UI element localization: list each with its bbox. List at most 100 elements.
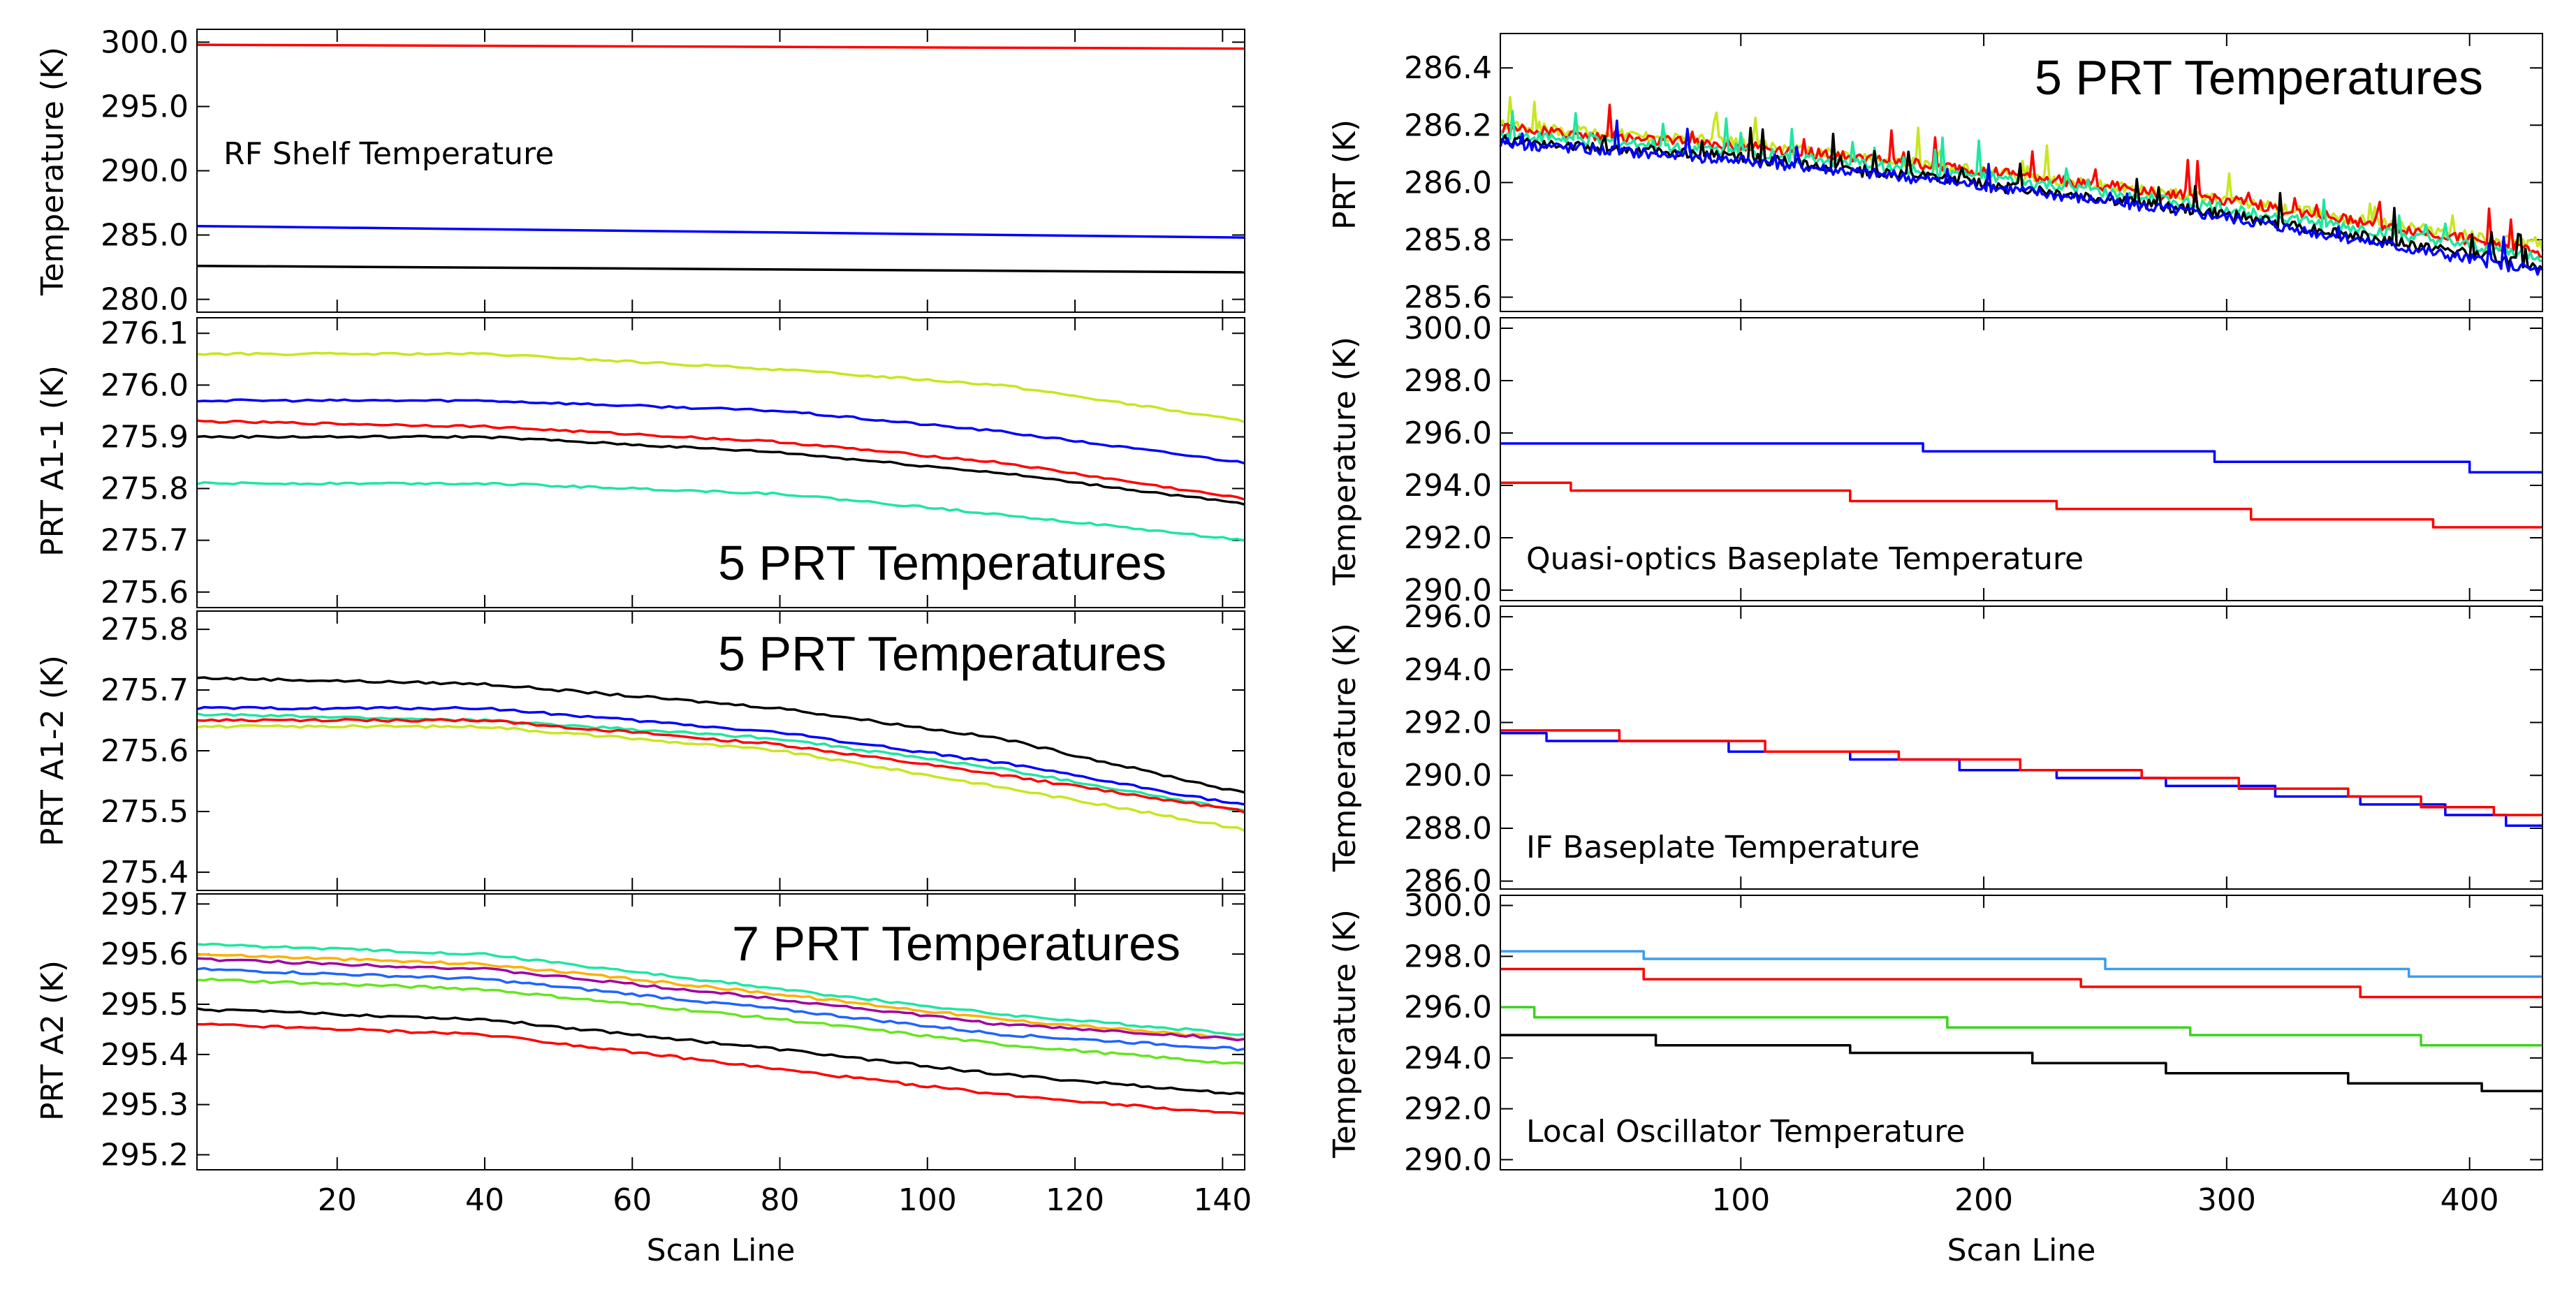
panel-quasi-optics-series	[1500, 442, 2542, 529]
panel-prt-a1-1-frame	[196, 317, 1245, 608]
series-line-black	[1500, 126, 2544, 272]
series-line-red	[196, 419, 1245, 501]
series-line-black	[196, 676, 1245, 794]
panel-local-oscillator-yticks: 300.0 298.0 296.0 294.0 292.0 290.0	[1404, 888, 2542, 1177]
panel-prt-a1-1-series	[196, 351, 1245, 542]
ytick-label: 286.0	[1404, 165, 1492, 200]
ytick-label: 292.0	[1404, 1092, 1492, 1127]
series-line-red	[196, 718, 1245, 814]
ytick-label: 298.0	[1404, 939, 1492, 974]
panel-prt-a1-1-yticks: 276.1 276.0 275.9 275.8 275.7 275.6	[101, 316, 1245, 610]
series-line-yellow-green	[196, 351, 1245, 424]
xtick-label: 200	[1954, 1182, 2013, 1218]
series-line-red	[1500, 729, 2542, 816]
panel-prt-a1-2-yticks: 275.8 275.7 275.6 275.5 275.4	[101, 612, 1245, 890]
xtick-label: 400	[2440, 1182, 2499, 1218]
panel-prt-a1-1-xticks	[336, 318, 1224, 608]
series-line-aquamarine	[196, 712, 1245, 812]
panel-if-baseplate-title: IF Baseplate Temperature	[1526, 830, 1920, 865]
xtick-label: 80	[761, 1182, 800, 1218]
ytick-label: 275.8	[101, 471, 189, 507]
panel-quasi-optics-frame	[1500, 317, 2543, 601]
series-line-green	[196, 977, 1245, 1065]
panel-prt-right-frame	[1500, 33, 2543, 312]
series-line-black	[1500, 1034, 2542, 1092]
series-line-blue	[196, 967, 1245, 1052]
ytick-label: 295.6	[101, 937, 189, 972]
series-line-red	[1500, 967, 2542, 999]
panel-prt-a2: PRT A2 (K) 295.7295.6295.5295.4295.3295.…	[35, 886, 1252, 1268]
panel-quasi-optics-ylabel: Temperature (K)	[1327, 337, 1363, 586]
series-line-black	[196, 264, 1245, 274]
ytick-label: 295.4	[101, 1037, 189, 1073]
xtick-label: 100	[898, 1182, 957, 1218]
ytick-label: 294.0	[1404, 652, 1492, 688]
ytick-label: 275.7	[101, 673, 189, 708]
series-line-blue	[1500, 442, 2542, 474]
ytick-label: 295.0	[101, 89, 189, 124]
xtick-label: 100	[1711, 1182, 1770, 1218]
ytick-label: 300.0	[1404, 311, 1492, 346]
panel-if-baseplate-ylabel: Temperature (K)	[1327, 623, 1363, 872]
ytick-label: 275.4	[101, 855, 189, 890]
ytick-label: 286.0	[1404, 864, 1492, 900]
panel-rf-shelf: Temperature (K) 300.0 295.0 290.0 285.0 280.…	[35, 24, 1245, 318]
panel-rf-shelf-xticks	[336, 29, 1224, 312]
panel-prt-a2-ylabel: PRT A2 (K)	[35, 960, 71, 1121]
panel-if-baseplate: Temperature (K) 296.0 294.0 292.0 290.0 288.…	[1327, 599, 2543, 900]
series-line-blue	[1499, 119, 2544, 276]
panel-local-oscillator-frame	[1500, 895, 2543, 1170]
series-line-black	[196, 1007, 1245, 1096]
panel-prt-right: PRT (K) 286.4 286.2 286.0 285.8 285.6 5 PRT …	[1327, 33, 2544, 315]
panel-prt-a2-title: 7 PRT Temperatures	[732, 916, 1180, 971]
ytick-label: 296.0	[1404, 990, 1492, 1025]
panel-local-oscillator-title: Local Oscillator Temperature	[1526, 1114, 1965, 1150]
ytick-label: 288.0	[1404, 811, 1492, 846]
series-line-black	[196, 434, 1245, 506]
panel-prt-a1-2-frame	[196, 610, 1245, 891]
panel-prt-right-xticks	[1740, 34, 2471, 311]
ytick-label: 300.0	[1404, 888, 1492, 924]
ytick-label: 280.0	[101, 282, 189, 318]
panel-prt-a1-1-ylabel: PRT A1-1 (K)	[35, 365, 71, 557]
ytick-label: 295.3	[101, 1087, 189, 1123]
panel-prt-a1-2-title: 5 PRT Temperatures	[718, 626, 1166, 681]
series-line-orange	[196, 953, 1245, 1041]
ytick-label: 275.6	[101, 575, 189, 610]
series-line-blue	[196, 224, 1245, 239]
ytick-label: 290.0	[101, 154, 189, 189]
series-line-blue	[1500, 731, 2542, 827]
panel-prt-a1-2-ylabel: PRT A1-2 (K)	[35, 655, 71, 846]
panel-prt-a2-xticks: 20 40 60 80 100 120 140	[318, 894, 1252, 1218]
series-line-purple	[196, 957, 1245, 1042]
panel-prt-a1-1-title: 5 PRT Temperatures	[718, 536, 1166, 590]
panel-prt-a1-2-xticks	[336, 611, 1224, 890]
ytick-label: 295.2	[101, 1137, 189, 1173]
series-line-aquamarine	[196, 942, 1245, 1036]
ytick-label: 294.0	[1404, 468, 1492, 504]
panel-rf-shelf-yticks: 300.0 295.0 290.0 285.0 280.0	[101, 24, 1245, 318]
panel-local-oscillator-xticks: 100 200 300 400	[1711, 895, 2499, 1218]
ytick-label: 275.9	[101, 419, 189, 455]
ytick-label: 296.0	[1404, 416, 1492, 451]
ytick-label: 298.0	[1404, 363, 1492, 399]
ytick-label: 294.0	[1404, 1041, 1492, 1076]
ytick-label: 285.8	[1404, 222, 1492, 258]
series-line-green	[1500, 1006, 2542, 1047]
panel-local-oscillator-series	[1500, 950, 2542, 1092]
panel-quasi-optics-xticks	[1740, 318, 2471, 601]
panel-local-oscillator-ylabel: Temperature (K)	[1327, 909, 1363, 1159]
panel-quasi-optics: Temperature (K) 300.0 298.0 296.0 294.0 292.…	[1327, 311, 2543, 608]
panel-prt-a2-xlabel: Scan Line	[647, 1233, 796, 1268]
ytick-label: 290.0	[1404, 1142, 1492, 1177]
panel-prt-a1-2-series	[196, 676, 1245, 832]
ytick-label: 295.5	[101, 987, 189, 1022]
xtick-label: 60	[613, 1182, 652, 1218]
ytick-label: 275.5	[101, 794, 189, 830]
panel-rf-shelf-title: RF Shelf Temperature	[224, 136, 554, 172]
xtick-label: 40	[465, 1182, 504, 1218]
panel-prt-right-yticks: 286.4 286.2 286.0 285.8 285.6	[1404, 50, 2542, 315]
series-line-blue	[196, 398, 1245, 465]
xtick-label: 300	[2197, 1182, 2256, 1218]
